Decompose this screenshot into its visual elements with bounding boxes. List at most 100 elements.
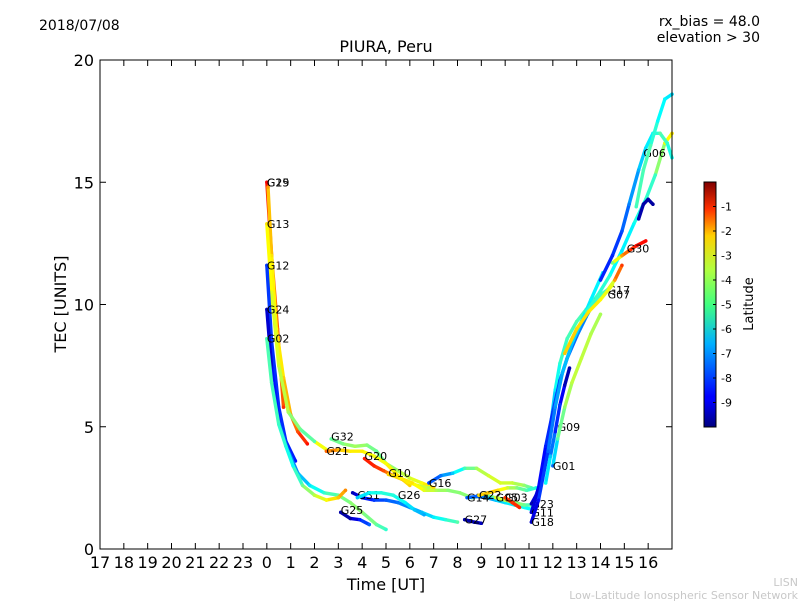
prn-label: G10 xyxy=(388,467,411,480)
prn-label: G02 xyxy=(267,333,290,346)
data-point xyxy=(396,500,400,505)
track-segment xyxy=(529,498,541,524)
x-tick-label: 16 xyxy=(638,553,658,572)
data-point xyxy=(465,495,469,500)
data-point xyxy=(379,491,383,495)
data-point xyxy=(651,202,655,206)
colorbar-tick-label: -7 xyxy=(721,348,732,361)
data-point xyxy=(553,429,557,434)
data-point xyxy=(510,500,515,505)
track-segment xyxy=(291,464,305,488)
track-segment xyxy=(312,493,329,502)
data-point xyxy=(286,410,290,414)
track-segment xyxy=(336,488,348,500)
data-point xyxy=(265,337,269,341)
track-segment xyxy=(265,307,274,370)
data-point xyxy=(574,319,579,324)
track-segment xyxy=(555,405,567,441)
data-point xyxy=(265,180,269,184)
data-point xyxy=(591,300,596,304)
data-point xyxy=(598,312,603,316)
data-point xyxy=(265,263,269,268)
prn-label: G15 xyxy=(267,176,290,189)
data-point xyxy=(644,146,648,150)
track-segment xyxy=(408,476,424,485)
track-segment xyxy=(358,517,372,527)
track-segment xyxy=(648,119,660,148)
track-segment xyxy=(374,522,388,532)
data-point xyxy=(496,488,500,493)
data-point xyxy=(362,456,367,461)
track-segment xyxy=(551,437,560,468)
prn-label: G03 xyxy=(505,492,528,505)
data-point xyxy=(300,483,305,488)
track-segment xyxy=(336,448,352,453)
lisn-long-credit: Low-Latitude Ionospheric Sensor Network xyxy=(569,589,798,602)
track-segment xyxy=(548,429,557,458)
track-segment xyxy=(362,456,376,468)
data-point xyxy=(269,290,274,294)
date-label: 2018/07/08 xyxy=(39,18,120,34)
data-point xyxy=(486,491,491,495)
data-point xyxy=(598,278,603,282)
track-segment xyxy=(386,472,402,480)
track-segment xyxy=(339,510,352,521)
prn-label: G09 xyxy=(558,421,581,434)
data-point xyxy=(546,449,550,453)
colorbar-tick-label: -2 xyxy=(721,225,732,238)
data-point xyxy=(462,517,467,522)
data-point xyxy=(462,466,467,471)
x-tick-label: 11 xyxy=(519,553,539,572)
data-point xyxy=(308,483,312,488)
rx-bias-label: rx_bias = 48.0 xyxy=(658,14,760,30)
data-point xyxy=(543,481,548,485)
data-point xyxy=(367,522,372,527)
track-segment xyxy=(296,471,312,488)
x-tick-label: 22 xyxy=(209,553,229,572)
data-point xyxy=(620,263,624,268)
data-point xyxy=(579,356,584,360)
prn-label: G01 xyxy=(553,460,576,473)
data-point xyxy=(298,427,302,431)
track-segment xyxy=(536,444,548,490)
x-tick-label: 3 xyxy=(333,553,343,572)
data-point xyxy=(656,119,660,123)
track-segment xyxy=(284,444,295,468)
y-tick-label: 5 xyxy=(84,418,94,437)
data-point xyxy=(663,97,667,101)
prn-label: G29 xyxy=(267,176,290,189)
x-tick-label: 18 xyxy=(114,553,134,572)
data-point xyxy=(391,493,395,497)
series-g06c xyxy=(636,197,655,221)
track-segment xyxy=(266,185,274,258)
track-segment xyxy=(486,473,503,485)
plot-frame xyxy=(99,59,673,550)
data-point xyxy=(634,205,638,209)
track-segment xyxy=(322,491,341,497)
track-segment xyxy=(574,310,591,331)
track-segment xyxy=(269,290,281,368)
data-point xyxy=(367,491,372,495)
track-segment xyxy=(365,443,379,453)
track-segment xyxy=(277,363,290,414)
x-tick-label: 19 xyxy=(137,553,157,572)
data-point xyxy=(422,488,426,493)
track-segment xyxy=(543,410,555,449)
colorbar-tick-label: -4 xyxy=(721,274,732,287)
data-point xyxy=(336,495,341,500)
data-point xyxy=(384,498,388,502)
track-segment xyxy=(341,442,357,449)
prn-label: G26 xyxy=(398,489,421,502)
data-point xyxy=(472,520,476,524)
prn-label: G27 xyxy=(465,514,488,527)
track-segment xyxy=(553,361,562,392)
track-segment xyxy=(396,469,412,480)
track-segment xyxy=(360,510,379,527)
data-point xyxy=(503,495,507,500)
data-point xyxy=(634,244,638,248)
data-point xyxy=(563,383,567,387)
track-segment xyxy=(403,500,417,512)
data-point xyxy=(458,491,462,495)
data-point xyxy=(653,173,658,177)
track-segment xyxy=(281,376,293,417)
